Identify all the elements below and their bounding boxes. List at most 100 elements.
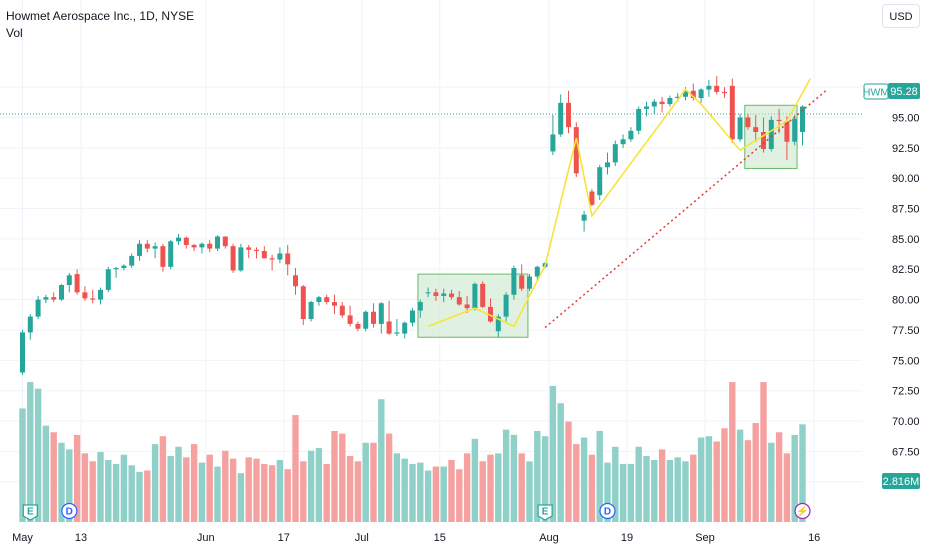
candle-body [316,297,322,303]
volume-bar [783,453,791,522]
candle-body [425,292,431,294]
volume-bar [339,433,346,522]
chart-title: Howmet Aerospace Inc., 1D, NYSE [6,9,195,23]
volume-bar [651,459,658,522]
dividend-marker[interactable] [599,502,616,520]
candle-body [503,294,509,317]
candle-body [776,119,782,122]
candle-body [371,311,376,324]
candle-body [207,243,213,249]
candle-body [355,323,361,329]
split-marker[interactable] [794,502,811,520]
x-tick-label: 16 [808,532,820,544]
volume-bar [432,466,440,522]
candle-body [480,283,486,307]
candle-body [261,251,267,259]
candle-body [651,101,657,107]
volume-bar [409,463,416,522]
candle-body [495,316,501,332]
candle-body [324,297,330,303]
candle-body [659,101,665,105]
x-tick-label: Jun [197,532,215,544]
volume-bar [549,386,557,522]
earnings-marker-label: E [542,507,549,518]
volume-bar [284,469,291,522]
y-tick-label: 95.00 [892,112,920,124]
candle-body [168,241,174,267]
volume-bar [276,459,284,522]
last-volume-box [882,473,920,489]
candle-body [191,244,197,248]
earnings-marker[interactable] [22,504,38,521]
candle-body [378,303,384,324]
volume-bar [136,471,143,522]
x-tick-label: Jul [355,532,369,544]
volume-bar [50,432,57,522]
volume-bar [705,436,713,522]
candle-body [98,289,103,300]
volume-bar [502,429,510,522]
candle-body [300,286,306,320]
candle-body [394,332,400,334]
volume-bar [534,430,541,522]
volume-bar [245,457,252,522]
candle-body [332,302,337,306]
candle-body [35,299,41,317]
volume-bar [27,382,34,522]
volume-bar [456,469,463,522]
candle-body [66,275,72,286]
last-volume-label: 2.816M [883,476,920,488]
candle-body [176,237,181,242]
candle-body [20,332,25,373]
candle-body [667,98,673,105]
volume-bar [596,430,603,522]
volume-bar [292,415,299,522]
volume-bar [721,428,728,522]
volume-bar [768,442,775,522]
candle-body [347,315,353,324]
volume-bar [760,382,767,522]
volume-bar [19,408,26,522]
x-axis[interactable]: May 13 Jun 17 Jul 15 Aug 19 Sep 16 [12,532,820,544]
candle-body [581,214,587,221]
volume-bar [448,459,455,522]
volume-bar [417,462,424,522]
volume-bar [362,442,369,522]
candle-body [620,139,626,145]
volume-bar [736,429,744,522]
volume-bar [557,403,564,522]
currency-button[interactable]: USD [882,4,920,28]
dividend-marker[interactable] [61,502,78,520]
candle-body [449,293,454,298]
volume-bar [487,454,494,522]
candle-body [293,275,298,287]
volume-bar [573,444,580,522]
volume-bar [682,461,689,522]
volume-bar [214,466,221,522]
candle-body [121,265,127,269]
volume-bar [495,453,502,522]
earnings-marker[interactable] [537,504,553,521]
candle-body [230,246,236,271]
volume-bar [331,430,338,522]
volume-bar [120,454,128,522]
dividend-marker-label: D [604,507,611,518]
y-tick-label: 87.50 [892,204,920,216]
candle-body [222,236,228,247]
x-tick-label: May [12,532,33,544]
volume-bar [627,463,635,522]
candle-body [144,243,150,249]
event-markers[interactable]: E D E D ⚡ [22,502,811,521]
candle-body [675,96,681,99]
volume-bar [752,423,759,522]
volume-bar [222,450,229,522]
volume-indicator-label[interactable]: Vol [6,26,23,40]
last-price-label: 95.28 [890,86,918,98]
volume-bar [697,437,705,522]
volume-bar [175,446,182,522]
earnings-marker-label: E [27,507,34,518]
candle-body [706,85,712,90]
volume-bar [619,463,627,522]
y-axis[interactable]: 97.5095.0092.5090.0087.5085.0082.5080.00… [892,82,920,489]
